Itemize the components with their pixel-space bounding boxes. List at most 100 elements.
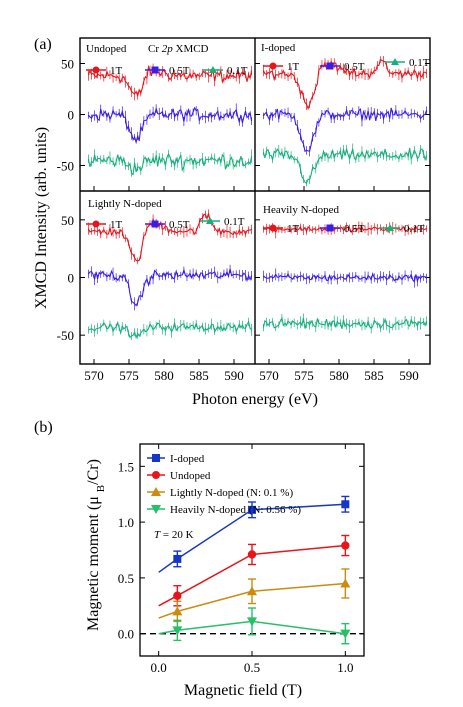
- panel-b-marker-circle: [341, 541, 350, 550]
- panel-b-marker-triangle: [247, 586, 257, 596]
- panel-b-marker-circle: [173, 591, 182, 600]
- panel-a-ylabel: XMCD Intensity (arb. units): [33, 127, 50, 309]
- panel-b-ylabel: Magnetic moment (μ B/Cr): [85, 459, 107, 631]
- panel-a-ytick-label: 50: [61, 57, 74, 72]
- panel-b-marker-triangle-down: [172, 626, 183, 636]
- legend-marker-square: [326, 224, 334, 232]
- panel-a-xmcd-spectra: 50 0 -50 50 0 -50 570 575 580 585 590 570 575 580 585 5…: [57, 37, 431, 383]
- panel-a-ytick-label: -50: [57, 328, 74, 343]
- panel-b-ylabel-subscript: B: [95, 485, 107, 492]
- legend-label: 0.5T: [344, 61, 365, 73]
- panel-b-ytick-label: 1.5: [118, 459, 134, 474]
- panel-b-legend-marker: [152, 471, 160, 479]
- xmcd-series-line: [262, 58, 427, 111]
- legend-label: 0.5T: [344, 223, 365, 235]
- xmcd-series-line: [87, 64, 253, 98]
- panel-b-marker-square: [173, 554, 182, 563]
- panel-a-xtick-label: 590: [399, 368, 419, 383]
- xmcd-series-line: [263, 272, 428, 284]
- legend-label: 1T: [110, 65, 123, 77]
- panel-b-fit-line: [158, 544, 346, 607]
- panel-a-xtick-label: 585: [364, 368, 384, 383]
- legend-label: 0.1T: [409, 57, 430, 69]
- legend-marker-triangle: [391, 58, 399, 65]
- legend-label: 1T: [287, 223, 300, 235]
- legend-label: 0.5T: [169, 65, 190, 77]
- legend-label: 0.1T: [224, 216, 245, 228]
- panel-a-ytick-label: -50: [57, 159, 74, 174]
- panel-title-undoped: Undoped: [86, 43, 127, 55]
- panel-b-label: (b): [34, 419, 53, 436]
- legend-label: 1T: [287, 61, 300, 73]
- panel-b-annotation: T = 20 K: [154, 529, 194, 541]
- panel-b-annotation-symbol: T: [154, 529, 161, 541]
- legend-marker-triangle: [386, 224, 394, 231]
- panel-title-heavily-n-doped: Heavily N-doped: [263, 204, 340, 216]
- legend-label: 1T: [110, 219, 123, 231]
- legend-marker-circle: [92, 220, 100, 228]
- panel-a-xtick-label: 575: [294, 368, 314, 383]
- panel-a-xtick-label: 575: [119, 368, 139, 383]
- xmcd-series-line: [88, 106, 253, 145]
- panel-b-legend-label: Heavily N-doped (N: 0.56 %): [170, 504, 301, 516]
- legend-marker-square: [151, 66, 159, 74]
- panel-b-xtick-label: 1.0: [337, 660, 353, 675]
- panel-b-xtick-label: 0.5: [244, 660, 260, 675]
- legend-label: 0.1T: [227, 65, 248, 77]
- panel-b-ytick-label: 0.5: [118, 571, 134, 586]
- panel-b-fit-line: [158, 620, 346, 635]
- panel-b-marker-triangle-down: [340, 629, 351, 639]
- panel-a-xtick-label: 570: [84, 368, 104, 383]
- panel-b-ylabel-text: Magnetic moment (μ: [85, 496, 102, 631]
- panel-b-xlabel: Magnetic field (T): [184, 682, 302, 699]
- panel-a-xtick-label: 570: [259, 368, 279, 383]
- xmcd-series-line: [263, 225, 427, 234]
- panel-b-marker-circle: [247, 550, 257, 559]
- panel-b-legend-marker: [151, 487, 161, 496]
- panel-b-fit-line: [158, 503, 346, 573]
- xmcd-series-line: [262, 147, 428, 185]
- panel-title-lightly-n-doped: Lightly N-doped: [88, 198, 162, 210]
- panel-title-cr2p: Cr 2p XMCD: [148, 43, 209, 55]
- panel-b-marker-triangle: [172, 606, 183, 616]
- panel-b-ytick-label: 0.0: [118, 627, 134, 642]
- legend-marker-square: [151, 220, 159, 228]
- xmcd-series-line: [87, 152, 253, 176]
- panel-b-marker-triangle-down: [247, 617, 257, 627]
- xmcd-series-line: [87, 268, 253, 307]
- panel-a-xlabel: Photon energy (eV): [192, 391, 318, 408]
- legend-marker-circle: [269, 224, 277, 232]
- legend-marker-circle: [92, 66, 100, 74]
- panel-a-ytick-label: 50: [61, 213, 74, 228]
- panel-a-ytick-label: 0: [68, 271, 75, 286]
- panel-b-legend-label: Lightly N-doped (N: 0.1 %): [170, 487, 293, 499]
- panel-b-legend-marker: [152, 454, 160, 462]
- panel-a-ytick-label: 0: [68, 108, 75, 123]
- panel-b-marker-triangle: [340, 578, 351, 588]
- panel-b-marker-square: [248, 505, 256, 514]
- xmcd-series-line: [88, 320, 253, 340]
- panel-a-xtick-label: 580: [154, 368, 174, 383]
- panel-b-marker-square: [341, 500, 350, 509]
- legend-marker-triangle: [206, 217, 214, 224]
- legend-marker-triangle: [209, 66, 217, 73]
- legend-label: 0.1T: [404, 223, 425, 235]
- panel-b-legend-label: I-doped: [170, 453, 205, 465]
- panel-b-fit-line: [158, 582, 346, 619]
- xmcd-series-line: [262, 316, 428, 330]
- panel-a-label: (a): [34, 36, 52, 53]
- xmcd-series-line: [87, 213, 252, 262]
- panel-b-annotation-value: = 20 K: [160, 529, 193, 541]
- panel-b-legend-marker: [151, 505, 161, 514]
- panel-b-xtick-label: 0.0: [151, 660, 167, 675]
- panel-a-xtick-label: 580: [329, 368, 349, 383]
- panel-a-xtick-label: 585: [189, 368, 209, 383]
- panel-title-i-doped: I-doped: [261, 42, 296, 54]
- legend-label: 0.5T: [169, 219, 190, 231]
- xmcd-series-line: [262, 107, 428, 153]
- panel-b-magnetic-moment: 0.0 0.5 1.0 0.0 0.5 1.0 1.5 I-doped Undoped Light…: [118, 443, 365, 675]
- legend-marker-circle: [269, 62, 277, 70]
- panel-a-xtick-label: 590: [224, 368, 244, 383]
- legend-marker-square: [326, 62, 334, 70]
